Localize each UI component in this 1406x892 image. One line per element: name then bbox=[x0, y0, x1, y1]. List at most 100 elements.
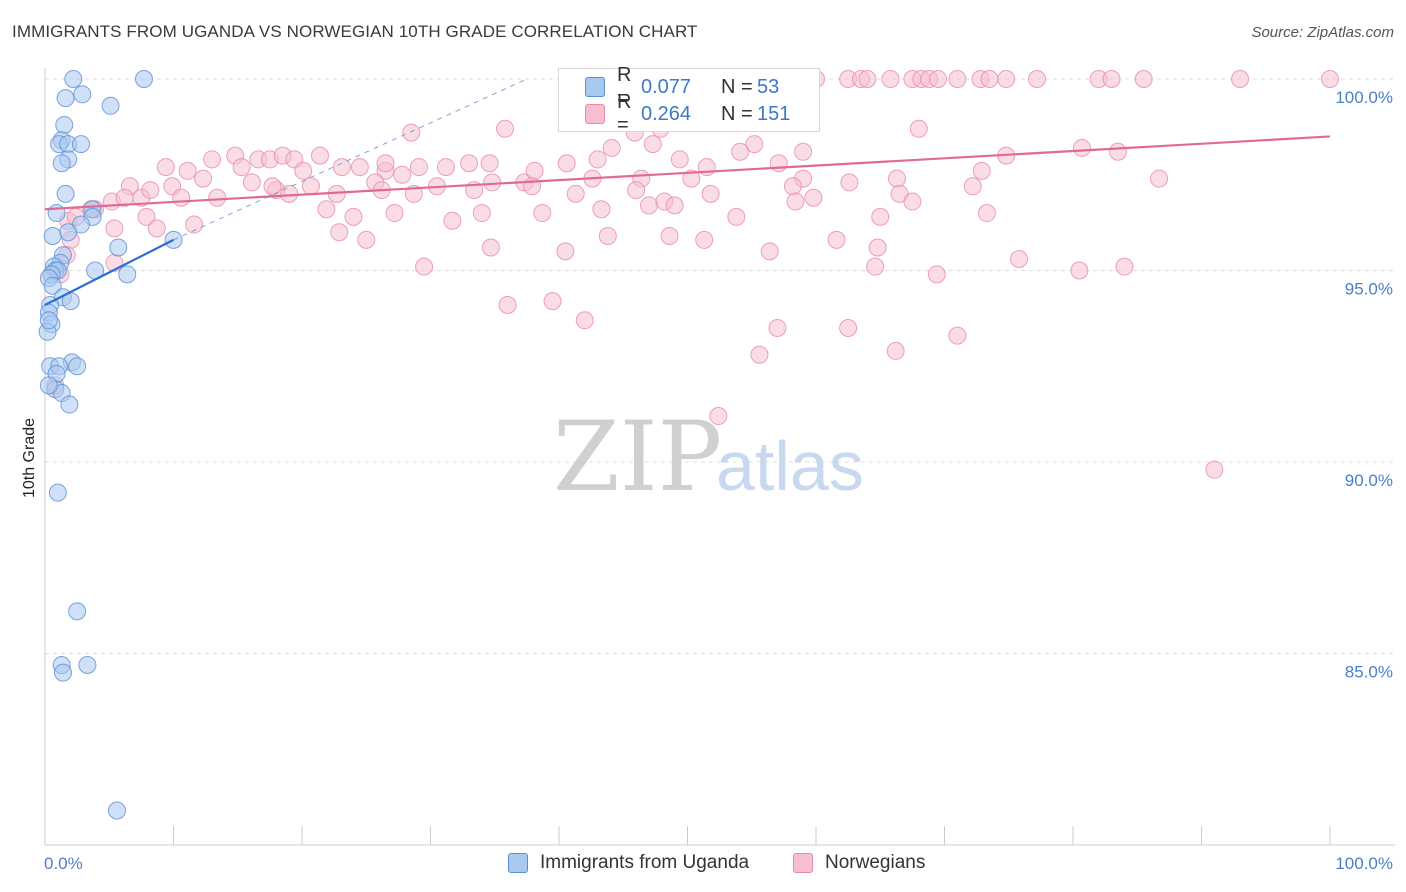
norwegians-point bbox=[750, 345, 769, 364]
norwegians-point bbox=[575, 311, 594, 330]
y-axis-label: 10th Grade bbox=[21, 418, 38, 498]
norwegians-point bbox=[948, 326, 967, 345]
norwegians-point bbox=[980, 70, 999, 88]
legend-row-uganda: R = 0.077 N = 53 bbox=[585, 64, 780, 109]
norwegians-point bbox=[350, 158, 369, 177]
r-label: R = bbox=[617, 64, 632, 109]
norwegians-point bbox=[1102, 70, 1121, 88]
uganda-point bbox=[118, 265, 137, 284]
norwegians-point bbox=[592, 200, 611, 219]
norwegians-point bbox=[887, 169, 906, 188]
norwegians-point bbox=[310, 146, 329, 165]
norwegians-point bbox=[1205, 460, 1224, 479]
norwegians-point bbox=[643, 135, 662, 154]
r-value-uganda: 0.077 bbox=[641, 75, 692, 98]
norwegians-point bbox=[344, 207, 363, 226]
uganda-point bbox=[107, 801, 126, 820]
watermark-atlas: atlas bbox=[716, 427, 864, 505]
norwegians-point bbox=[393, 165, 412, 184]
norwegians-point bbox=[402, 123, 421, 142]
norwegians-point bbox=[443, 211, 462, 230]
norwegians-point bbox=[1108, 142, 1127, 161]
norwegians-point bbox=[868, 238, 887, 257]
norwegians-point bbox=[294, 161, 313, 180]
watermark: ZIP atlas bbox=[553, 401, 864, 513]
y-tick-labels: 100.0% 95.0% 90.0% 85.0% bbox=[1335, 88, 1393, 682]
norwegians-point bbox=[977, 204, 996, 223]
norwegians-point bbox=[760, 242, 779, 261]
norwegians-point bbox=[948, 70, 967, 88]
norwegians-point bbox=[768, 318, 787, 337]
norwegians-point bbox=[909, 119, 928, 138]
norwegians-legend-swatch bbox=[793, 853, 813, 873]
norwegians-point bbox=[997, 70, 1016, 88]
source-label: Source: ZipAtlas.com bbox=[1251, 24, 1394, 41]
uganda-point bbox=[64, 70, 83, 88]
norwegians-point bbox=[682, 169, 701, 188]
norwegians-point bbox=[385, 204, 404, 223]
norwegians-point bbox=[498, 295, 517, 314]
norwegians-point bbox=[839, 318, 858, 337]
uganda-legend-swatch bbox=[508, 853, 528, 873]
watermark-zip: ZIP bbox=[553, 401, 722, 513]
x-tick-label: 0.0% bbox=[44, 854, 83, 873]
norwegians-point bbox=[1010, 250, 1029, 269]
norwegians-point bbox=[670, 150, 689, 169]
norwegians-point bbox=[786, 192, 805, 211]
norwegians-point bbox=[639, 196, 658, 215]
norwegians-point bbox=[840, 173, 859, 192]
norwegians-point bbox=[481, 238, 500, 257]
uganda-point bbox=[39, 311, 58, 330]
norwegians-point bbox=[185, 215, 204, 234]
uganda-point bbox=[55, 115, 74, 134]
norwegians-point bbox=[588, 150, 607, 169]
uganda-point bbox=[78, 655, 97, 674]
uganda-point bbox=[109, 238, 128, 257]
uganda-point bbox=[73, 85, 92, 104]
n-value-uganda: 53 bbox=[757, 75, 780, 98]
norwegians-point bbox=[866, 257, 885, 276]
norwegians-point bbox=[709, 407, 728, 426]
uganda-point bbox=[59, 223, 78, 242]
norwegians-point bbox=[147, 219, 166, 238]
norwegians-point bbox=[783, 177, 802, 196]
norwegians-trend-line bbox=[44, 135, 1331, 211]
uganda-point bbox=[68, 602, 87, 621]
norwegians-point bbox=[317, 200, 336, 219]
n-value-norway: 151 bbox=[757, 102, 791, 125]
legend-item-norwegians[interactable]: Norwegians bbox=[793, 852, 925, 874]
norwegians-point bbox=[769, 154, 788, 173]
norwegians-point bbox=[242, 173, 261, 192]
norwegians-point bbox=[460, 154, 479, 173]
uganda-point bbox=[39, 376, 58, 395]
norwegians-point bbox=[602, 138, 621, 157]
norwegians-point bbox=[480, 154, 499, 173]
norwegians-point bbox=[137, 207, 156, 226]
uganda-point bbox=[101, 96, 120, 115]
norwegians-point bbox=[827, 230, 846, 249]
n-label: N = bbox=[721, 75, 753, 98]
norwegians-point bbox=[332, 158, 351, 177]
r-label: R = bbox=[617, 91, 632, 136]
uganda-point bbox=[52, 154, 71, 173]
norwegians-point bbox=[598, 227, 617, 246]
norwegians-point bbox=[1115, 257, 1134, 276]
norwegians-point bbox=[409, 158, 428, 177]
r-value-norway: 0.264 bbox=[641, 102, 692, 125]
legend-item-uganda[interactable]: Immigrants from Uganda bbox=[508, 852, 749, 874]
norwegians-point bbox=[141, 181, 160, 200]
norwegians-point bbox=[556, 242, 575, 261]
norwegians-point bbox=[533, 204, 552, 223]
uganda-point bbox=[60, 395, 79, 414]
norwegians-point bbox=[929, 70, 948, 88]
uganda-point bbox=[53, 663, 72, 682]
norwegians-point bbox=[1134, 70, 1153, 88]
norwegians-point bbox=[695, 230, 714, 249]
norwegians-point bbox=[804, 188, 823, 207]
norwegians-point bbox=[701, 184, 720, 203]
norwegians-point bbox=[963, 177, 982, 196]
uganda-point bbox=[43, 227, 62, 246]
uganda-point bbox=[56, 184, 75, 203]
norwegians-point bbox=[727, 207, 746, 226]
norwegians-point bbox=[660, 227, 679, 246]
